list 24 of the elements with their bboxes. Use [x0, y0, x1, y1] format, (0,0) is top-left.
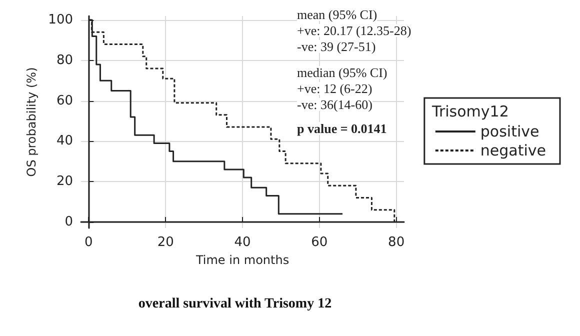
annotation: median (95% CI) [297, 65, 388, 80]
annotation: +ve: 12 (6-22) [297, 81, 372, 96]
annotation: +ve: 20.17 (12.35-28) [297, 23, 412, 38]
x-tick-label: 20 [157, 235, 174, 250]
y-tick-label: 100 [48, 12, 73, 28]
x-tick-label: 40 [234, 235, 251, 250]
y-tick-label: 0 [64, 214, 73, 230]
x-tick-label: 80 [388, 235, 405, 250]
y-tick-label: 40 [56, 134, 73, 149]
annotation: -ve: 39 (27-51) [297, 39, 376, 54]
x-tick-label: 0 [84, 235, 93, 250]
text: overall survival with Trisomy 12 [138, 296, 332, 312]
x-tick-label: 60 [311, 235, 328, 250]
y-axis-title: OS probability (%) [24, 67, 38, 177]
legend-title: Trisomy12 [431, 102, 509, 120]
y-tick-label: 80 [56, 52, 73, 68]
y-tick-label: 60 [56, 93, 73, 108]
annotation: mean (95% CI) [297, 7, 378, 22]
legend-label: positive [480, 122, 540, 140]
y-tick-label: 20 [56, 174, 73, 190]
legend-label: negative [480, 142, 546, 160]
x-axis-title: Time in months [194, 252, 290, 267]
annotation: p value = 0.0141 [297, 121, 387, 136]
annotation: -ve: 36(14-60) [297, 97, 372, 112]
